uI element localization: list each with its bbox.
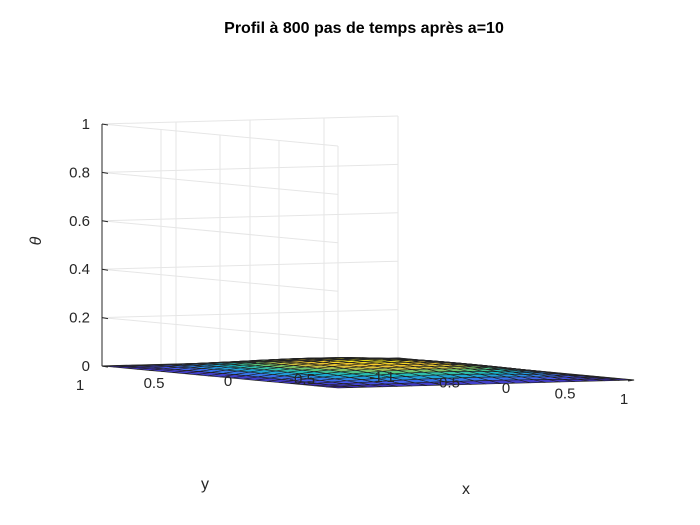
chart-title: Profil à 800 pas de temps après a=10 xyxy=(224,20,504,37)
y-tick xyxy=(397,357,405,360)
y-tick-label: 0.5 xyxy=(144,375,165,392)
z-tick-label: 0.2 xyxy=(69,310,90,327)
z-tick xyxy=(101,123,109,126)
x-tick-label: 1 xyxy=(620,391,628,408)
wall-grid-line xyxy=(101,268,339,292)
z-tick xyxy=(101,171,109,174)
z-tick-label: 1 xyxy=(82,116,90,133)
axis-layer: -1 -0.5 0 0.5 1 -1 -0.5 0 0.5 1 0 0.2 0.4 0.6 0.8 1 xyxy=(69,116,635,408)
z-tick-label: 0.6 xyxy=(69,213,90,230)
wall-grid-line xyxy=(101,260,399,270)
x-tick xyxy=(509,368,517,371)
z-tick xyxy=(101,268,109,271)
wall-grid-line xyxy=(101,317,339,341)
x-axis-label: x xyxy=(462,481,470,498)
wall-grid-line xyxy=(101,115,399,125)
y-tick-label: 1 xyxy=(76,377,84,394)
wall-grid-line xyxy=(101,123,339,147)
y-tick xyxy=(323,359,331,362)
x-tick-label: 0 xyxy=(502,380,510,397)
y-tick-label: -1 xyxy=(369,369,382,386)
wall-grid-line xyxy=(101,220,339,244)
x-tick-label: -1 xyxy=(381,369,394,386)
y-tick-label: -0.5 xyxy=(289,371,315,388)
wall-grid-line xyxy=(101,171,339,195)
y-tick-label: 0 xyxy=(224,373,232,390)
z-tick xyxy=(101,317,109,320)
z-tick xyxy=(101,365,109,368)
y-tick xyxy=(249,361,257,364)
surface-layer xyxy=(101,357,635,389)
z-tick-label: 0.4 xyxy=(69,261,90,278)
z-tick-label: 0.8 xyxy=(69,164,90,181)
x-tick xyxy=(568,374,576,376)
wall-grid-line xyxy=(101,212,399,222)
x-tick-label: -0.5 xyxy=(434,375,460,392)
z-tick-label: 0 xyxy=(82,358,90,375)
x-tick xyxy=(391,357,399,360)
x-tick-label: 0.5 xyxy=(555,386,576,403)
wall-grid-line xyxy=(101,309,399,319)
x-tick xyxy=(627,379,635,382)
z-axis-label: θ xyxy=(28,236,45,245)
y-tick xyxy=(175,363,183,366)
y-axis-label: y xyxy=(201,476,209,493)
z-tick xyxy=(101,220,109,223)
wall-grid-line xyxy=(101,163,399,173)
x-tick xyxy=(450,363,458,365)
